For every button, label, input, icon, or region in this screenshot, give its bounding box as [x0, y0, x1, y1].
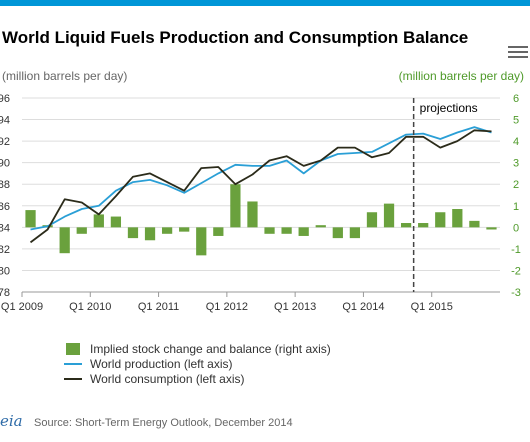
- legend-item-production[interactable]: World production (left axis): [64, 356, 331, 371]
- stock-change-bar: [435, 212, 446, 228]
- left-tick-label: 84: [0, 222, 10, 234]
- stock-change-bar: [315, 225, 326, 228]
- hamburger-menu-icon[interactable]: [508, 44, 528, 62]
- stock-change-bar: [76, 227, 87, 234]
- left-tick-label: 90: [0, 158, 10, 170]
- stock-change-bar: [366, 212, 378, 228]
- left-tick-label: 94: [0, 115, 10, 127]
- stock-change-bar: [59, 227, 70, 254]
- axis-layer: 78 80 82 84 86 88 90 92 94 96 -3 -2 -1 0 1 2 3 4 5 6 Q1 2009…: [0, 93, 521, 313]
- stock-change-bar: [452, 209, 463, 228]
- x-tick-label: Q1 2009: [1, 301, 43, 313]
- legend-swatch-bar: [66, 342, 80, 355]
- projection-layer: projections: [412, 98, 478, 292]
- stock-change-bar: [400, 223, 412, 228]
- eia-logo: eia: [0, 412, 23, 430]
- left-tick-label: 96: [0, 93, 10, 105]
- x-tick-label: Q1 2010: [69, 301, 111, 313]
- right-tick-label: -3: [511, 287, 521, 299]
- chart-title: World Liquid Fuels Production and Consum…: [2, 28, 469, 47]
- grid-layer: [22, 97, 500, 293]
- stock-change-bar: [127, 227, 139, 239]
- consumption-line: [29, 129, 492, 244]
- stock-change-bar: [486, 227, 497, 230]
- right-tick-label: 4: [513, 136, 519, 148]
- stock-change-bar: [247, 201, 258, 228]
- stock-change-bar: [93, 214, 104, 228]
- stock-change-bar: [298, 227, 309, 236]
- right-tick-label: 2: [513, 179, 519, 191]
- left-tick-label: 92: [0, 136, 10, 148]
- left-tick-label: 78: [0, 287, 10, 299]
- stock-change-bar: [469, 220, 480, 228]
- x-tick-label: Q1 2013: [274, 301, 316, 313]
- right-tick-label: 0: [513, 222, 519, 234]
- stock-change-bar: [196, 227, 207, 256]
- legend-label-stock: Implied stock change and balance (right …: [90, 341, 331, 356]
- stock-change-bar: [213, 227, 224, 236]
- x-tick-label: Q1 2015: [411, 301, 453, 313]
- stock-change-bar: [332, 227, 343, 239]
- stock-change-bar: [264, 227, 275, 234]
- brand-top-bar: [0, 0, 530, 6]
- right-axis-unit: (million barrels per day): [398, 69, 524, 83]
- production-line: [30, 126, 492, 231]
- bars-layer: [25, 184, 497, 256]
- left-tick-label: 80: [0, 265, 10, 277]
- right-tick-label: -1: [511, 244, 521, 256]
- stock-change-bar: [383, 203, 395, 228]
- right-tick-label: 1: [513, 201, 519, 213]
- stock-change-bar: [161, 227, 173, 234]
- legend-label-consumption: World consumption (left axis): [90, 371, 245, 386]
- legend-swatch-production: [64, 362, 82, 365]
- left-tick-label: 82: [0, 244, 10, 256]
- stock-change-bar: [230, 184, 241, 228]
- left-axis-unit: (million barrels per day): [2, 69, 128, 83]
- stock-change-bar: [110, 216, 122, 228]
- legend-item-consumption[interactable]: World consumption (left axis): [64, 371, 331, 386]
- legend-label-production: World production (left axis): [90, 356, 233, 371]
- source-note: Source: Short-Term Energy Outlook, Decem…: [34, 417, 293, 429]
- left-tick-label: 88: [0, 179, 10, 191]
- legend: Implied stock change and balance (right …: [64, 341, 331, 386]
- right-tick-label: -2: [511, 265, 521, 277]
- stock-change-bar: [25, 210, 36, 228]
- left-tick-label: 86: [0, 201, 10, 213]
- stock-change-bar: [418, 223, 429, 228]
- legend-item-stock[interactable]: Implied stock change and balance (right …: [64, 341, 331, 356]
- right-tick-label: 6: [513, 93, 519, 105]
- x-tick-label: Q1 2014: [342, 301, 384, 313]
- projection-label: projections: [420, 101, 478, 115]
- stock-change-bar: [281, 227, 292, 234]
- x-tick-label: Q1 2012: [206, 301, 248, 313]
- stock-change-bar: [144, 227, 156, 241]
- legend-swatch-consumption: [64, 377, 82, 380]
- stock-change-bar: [349, 227, 361, 239]
- x-tick-label: Q1 2011: [138, 301, 179, 313]
- right-tick-label: 5: [513, 115, 519, 127]
- stock-change-bar: [179, 227, 190, 232]
- lines-layer: [29, 126, 492, 244]
- right-tick-label: 3: [513, 158, 519, 170]
